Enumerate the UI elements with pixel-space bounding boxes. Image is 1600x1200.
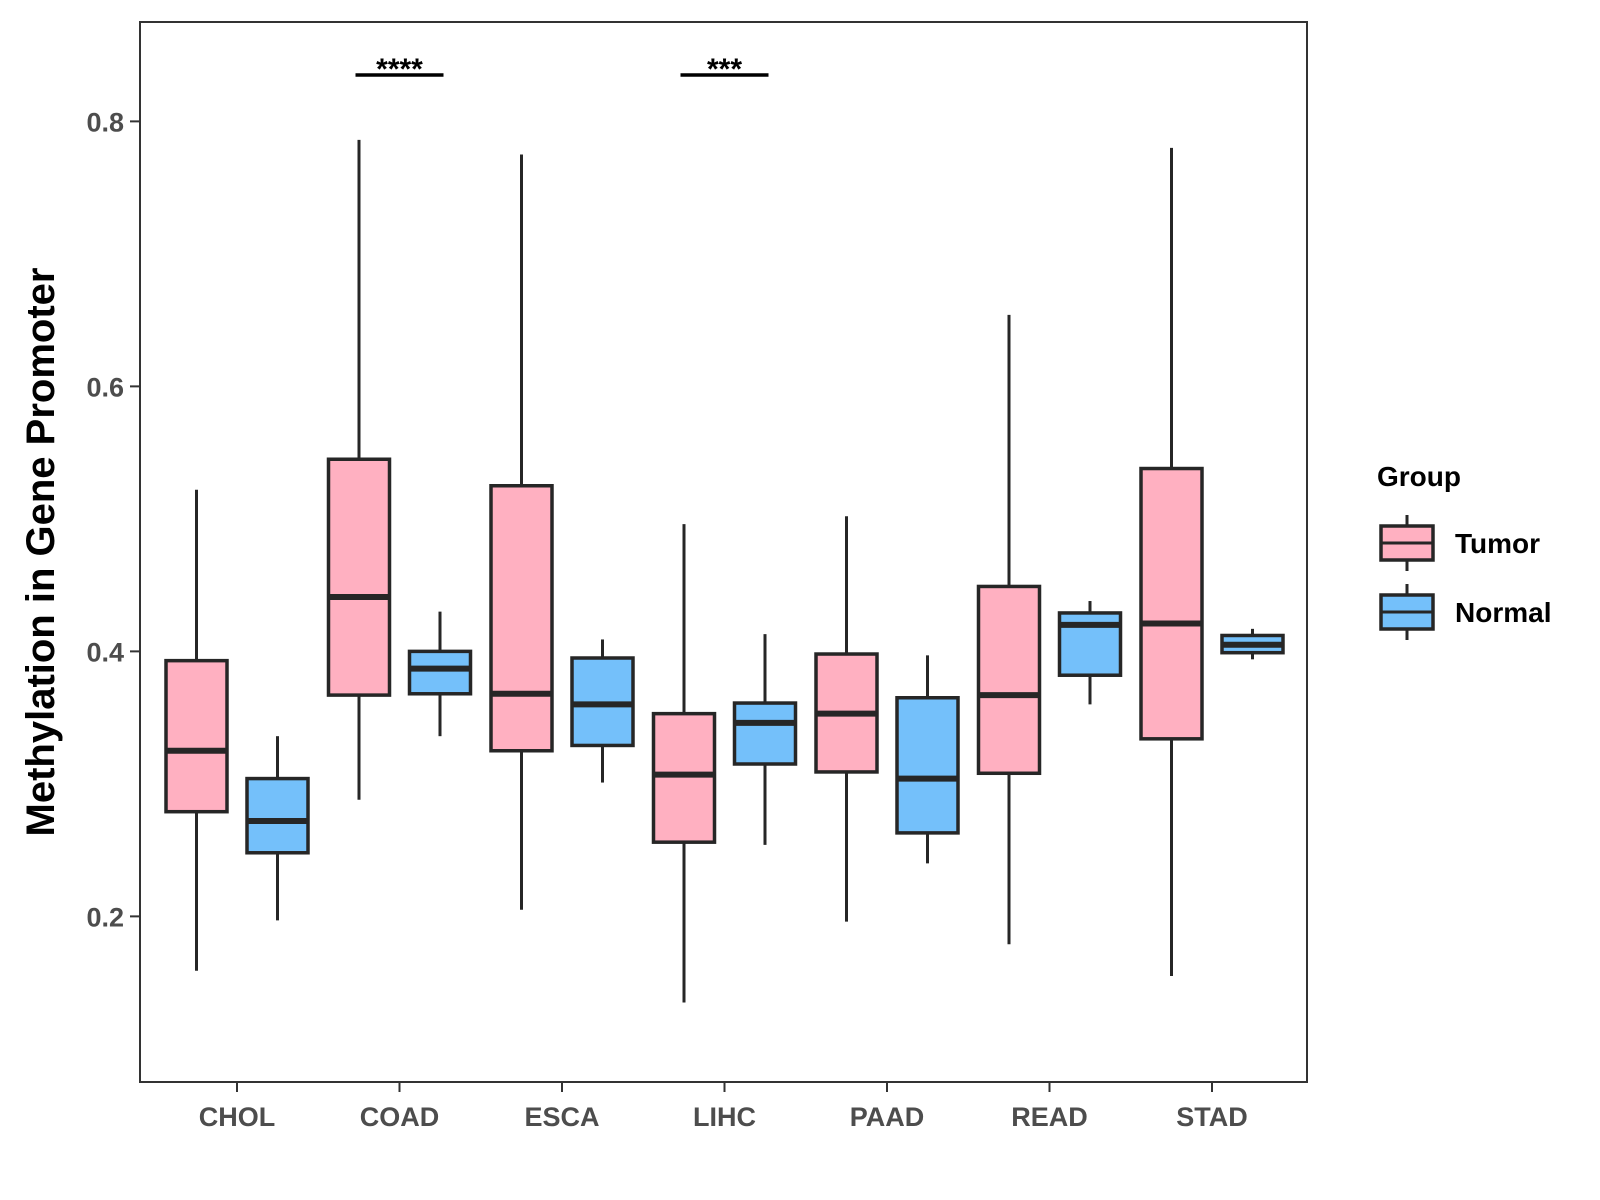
box-body-chol-normal [245,776,310,855]
legend-title: Group [1377,461,1461,492]
y-tick-label-2: 0.6 [86,372,124,402]
box-body-chol-tumor [164,658,229,814]
y-tick-label-1: 0.4 [86,637,124,667]
box-chol-normal [245,736,310,921]
box-body-paad-normal [895,696,960,835]
x-tick-label-chol: CHOL [199,1102,276,1132]
x-tick-label-stad: STAD [1176,1102,1248,1132]
box-esca-tumor [489,154,554,910]
x-tick-label-coad: COAD [360,1102,440,1132]
box-body-read-tumor [976,584,1042,776]
box-stad-normal [1220,628,1285,660]
box-body-coad-normal [407,649,473,696]
box-read-tumor [976,314,1042,945]
legend-label-tumor: Tumor [1455,528,1540,559]
box-layer [164,139,1285,1003]
box-paad-normal [895,655,960,864]
box-paad-tumor [814,516,879,922]
box-body-esca-tumor [489,484,554,753]
box-stad-tumor [1139,147,1204,976]
box-coad-normal [407,611,473,737]
box-chol-tumor [164,489,229,971]
box-body-coad-tumor [326,457,392,697]
legend-item-tumor: Tumor [1379,515,1540,571]
y-axis: 0.2 0.4 0.6 0.8 [86,107,140,932]
box-lihc-tumor [651,524,717,1003]
box-read-normal [1057,601,1123,705]
sig-label-lihc: *** [707,53,742,86]
y-axis-title: Methylation in Gene Promoter [19,268,63,837]
significance-layer: **** *** [355,53,769,86]
legend: Group Tumor Normal [1377,461,1551,640]
y-tick-label-0: 0.2 [86,902,124,932]
box-body-stad-tumor [1139,466,1204,741]
box-lihc-normal [732,634,798,845]
x-tick-label-lihc: LIHC [693,1102,756,1132]
legend-item-normal: Normal [1379,584,1551,640]
legend-label-normal: Normal [1455,597,1551,628]
sig-label-coad: **** [376,53,423,86]
x-axis: CHOL COAD ESCA LIHC PAAD READ STAD [199,1082,1248,1132]
x-tick-label-paad: PAAD [850,1102,925,1132]
plot-panel [139,21,1308,1083]
box-body-lihc-tumor [651,711,717,844]
y-tick-label-3: 0.8 [86,107,124,137]
box-esca-normal [570,639,635,783]
x-tick-label-esca: ESCA [524,1102,599,1132]
x-tick-label-read: READ [1011,1102,1088,1132]
box-coad-tumor [326,139,392,800]
box-body-lihc-normal [732,701,798,766]
